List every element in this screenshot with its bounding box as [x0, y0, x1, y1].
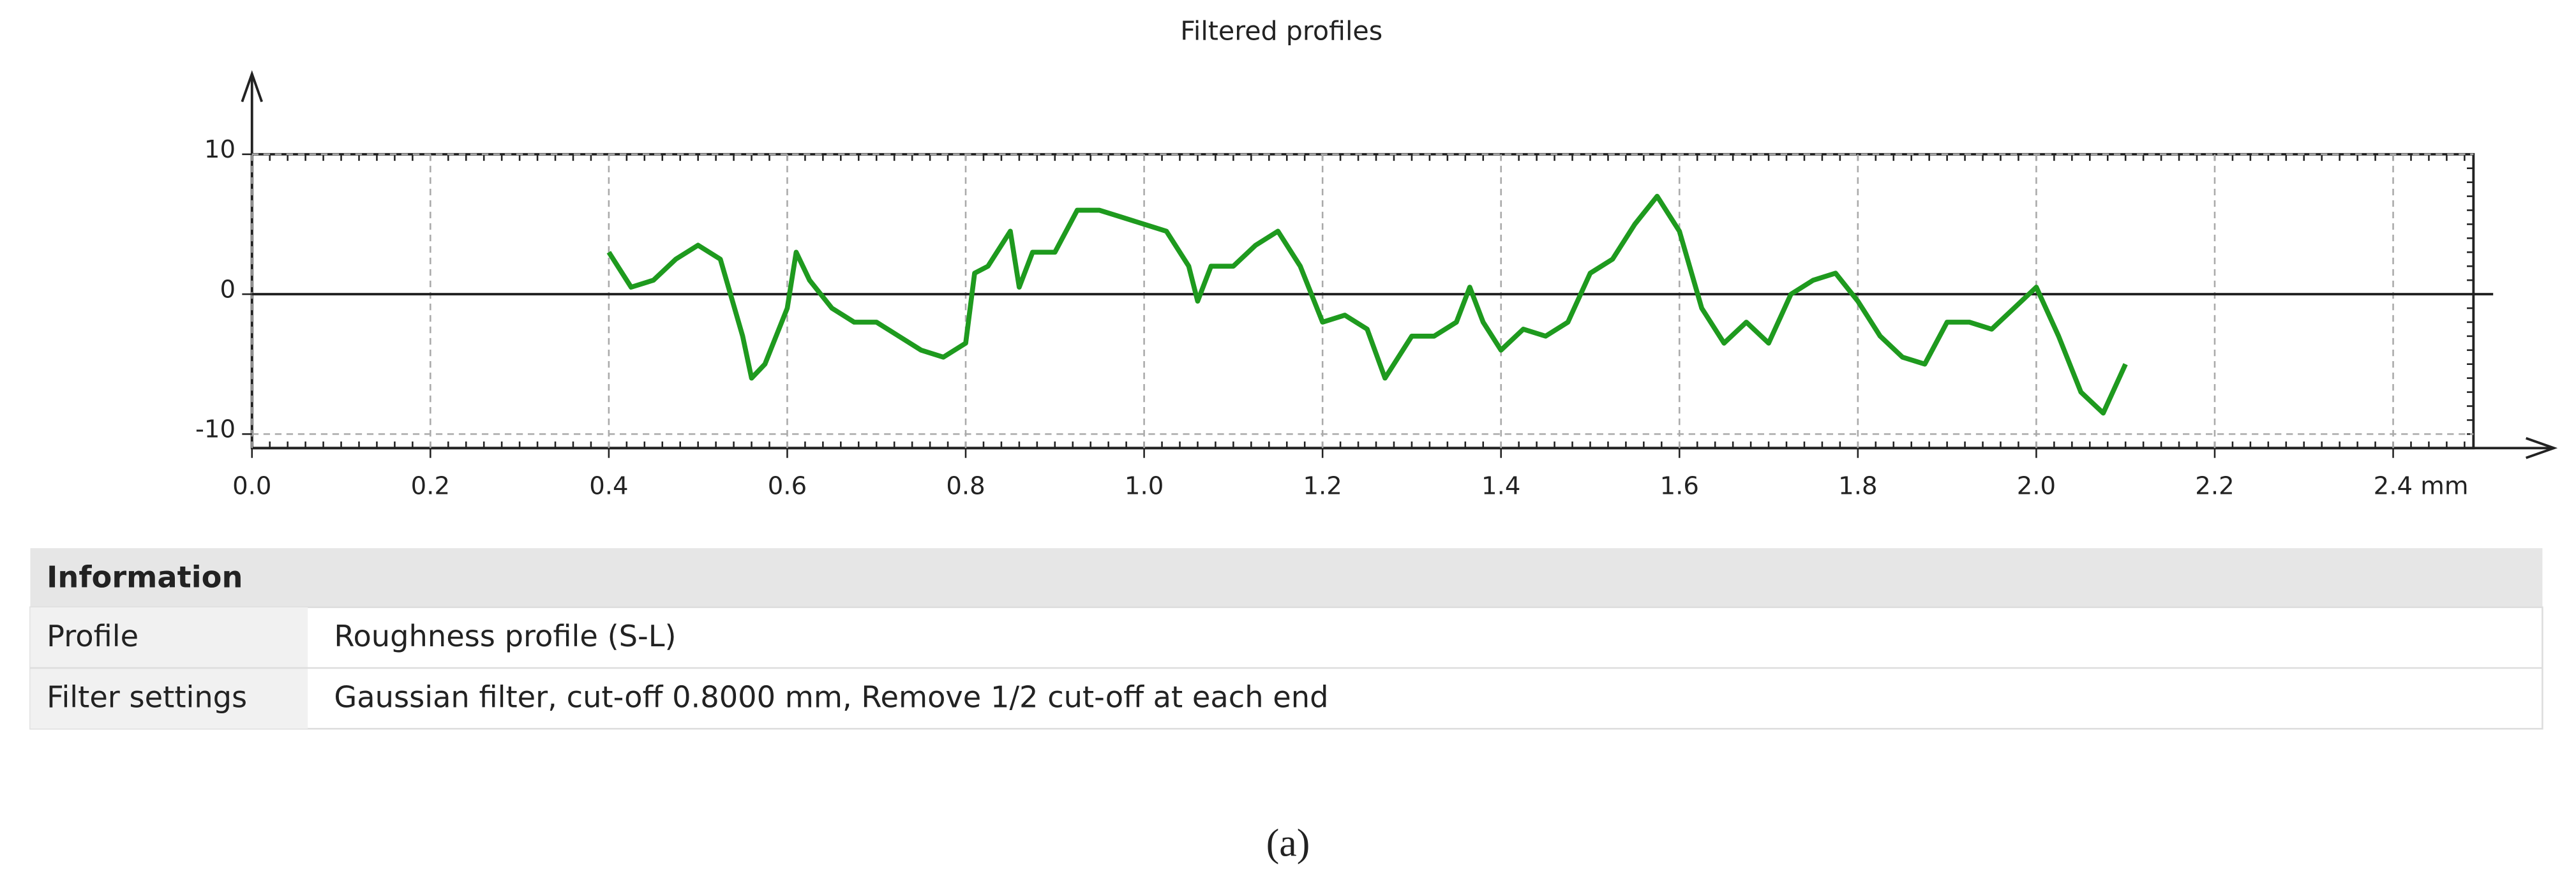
table-header-bg: [30, 548, 2543, 607]
profile-line: [606, 193, 2128, 416]
x-tick-label: 1.2: [1303, 472, 1342, 501]
x-tick-label: 1.0: [1125, 472, 1164, 501]
y-tick-label: 10: [204, 135, 236, 164]
chart-title: Filtered profiles: [1180, 15, 1382, 46]
x-tick-label: 0.2: [411, 472, 450, 501]
x-arrow: [2526, 437, 2558, 459]
table-cell: Gaussian filter, cut-off 0.8000 mm, Remo…: [334, 679, 1328, 714]
x-tick-label: 2.2: [2195, 472, 2234, 501]
x-tick-label: 0.6: [768, 472, 807, 501]
x-tick-label: 1.6: [1660, 472, 1699, 501]
x-tick-label: 1.4: [1481, 472, 1520, 501]
plot-frame: [250, 152, 2475, 450]
table-cell: Profile: [47, 619, 139, 653]
table-cell: Filter settings: [47, 679, 247, 714]
x-tick-label: 1.8: [1838, 472, 1877, 501]
x-tick-label: 2.0: [2017, 472, 2056, 501]
x-tick-label: 2.4 mm: [2374, 472, 2469, 501]
caption: (a): [1266, 822, 1310, 865]
x-tick-label: 0.0: [232, 472, 271, 501]
table-cell: Roughness profile (S-L): [334, 619, 676, 653]
x-tick-label: 0.8: [946, 472, 985, 501]
x-tick-label: 0.4: [589, 472, 628, 501]
y-tick-label: -10: [195, 415, 236, 444]
y-tick-label: 0: [220, 275, 236, 304]
table-header: Information: [47, 560, 243, 595]
y-arrow: [241, 70, 264, 103]
